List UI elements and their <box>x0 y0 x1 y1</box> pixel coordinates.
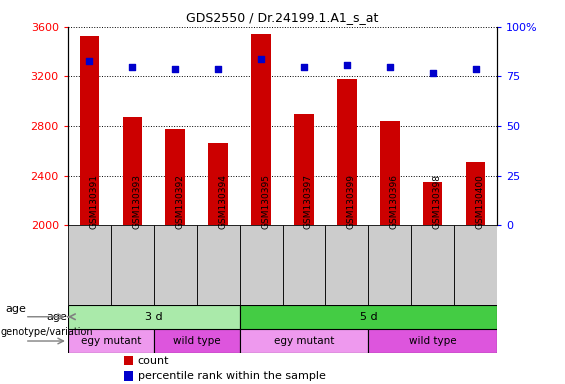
Bar <box>68 225 111 305</box>
Text: GSM130399: GSM130399 <box>347 174 356 229</box>
Bar <box>294 114 314 225</box>
Text: count: count <box>137 356 169 366</box>
Bar <box>368 225 411 305</box>
Text: percentile rank within the sample: percentile rank within the sample <box>137 371 325 381</box>
Bar <box>411 225 454 305</box>
Bar <box>197 225 240 305</box>
Title: GDS2550 / Dr.24199.1.A1_s_at: GDS2550 / Dr.24199.1.A1_s_at <box>186 11 379 24</box>
Bar <box>466 162 485 225</box>
Text: 5 d: 5 d <box>359 312 377 322</box>
Point <box>428 70 437 76</box>
Bar <box>240 305 497 329</box>
Text: age: age <box>6 304 27 314</box>
Bar <box>423 182 442 225</box>
Text: GSM130392: GSM130392 <box>175 174 184 229</box>
Bar <box>68 329 154 353</box>
Point <box>85 58 94 64</box>
Point <box>342 61 351 68</box>
Text: egy mutant: egy mutant <box>274 336 334 346</box>
Text: wild type: wild type <box>409 336 457 346</box>
Bar <box>68 305 240 329</box>
Bar <box>80 36 99 225</box>
Bar <box>325 225 368 305</box>
Bar <box>154 329 240 353</box>
Point <box>471 65 480 71</box>
Text: GSM130397: GSM130397 <box>304 174 313 229</box>
Point <box>257 56 266 62</box>
Bar <box>124 371 133 381</box>
Bar <box>166 129 185 225</box>
Bar <box>208 144 228 225</box>
Point <box>299 63 308 70</box>
Text: GSM130395: GSM130395 <box>261 174 270 229</box>
Text: GSM130394: GSM130394 <box>218 174 227 229</box>
Bar <box>282 225 325 305</box>
Bar <box>337 79 357 225</box>
Text: wild type: wild type <box>173 336 220 346</box>
Point <box>171 65 180 71</box>
Bar <box>111 225 154 305</box>
Bar <box>240 329 368 353</box>
Text: GSM130393: GSM130393 <box>132 174 141 229</box>
Text: 3 d: 3 d <box>145 312 163 322</box>
Text: age: age <box>46 312 67 322</box>
Bar <box>124 356 133 366</box>
Bar <box>240 225 282 305</box>
Bar <box>251 34 271 225</box>
Bar <box>380 121 399 225</box>
Bar <box>454 225 497 305</box>
Point <box>385 63 394 70</box>
Text: GSM130391: GSM130391 <box>89 174 98 229</box>
Text: GSM130396: GSM130396 <box>390 174 399 229</box>
Text: GSM130398: GSM130398 <box>433 174 442 229</box>
Bar <box>368 329 497 353</box>
Point <box>128 63 137 70</box>
Text: genotype/variation: genotype/variation <box>1 327 93 337</box>
Point <box>214 65 223 71</box>
Bar <box>123 118 142 225</box>
Text: GSM130400: GSM130400 <box>476 174 485 229</box>
Bar <box>154 225 197 305</box>
Text: egy mutant: egy mutant <box>81 336 141 346</box>
